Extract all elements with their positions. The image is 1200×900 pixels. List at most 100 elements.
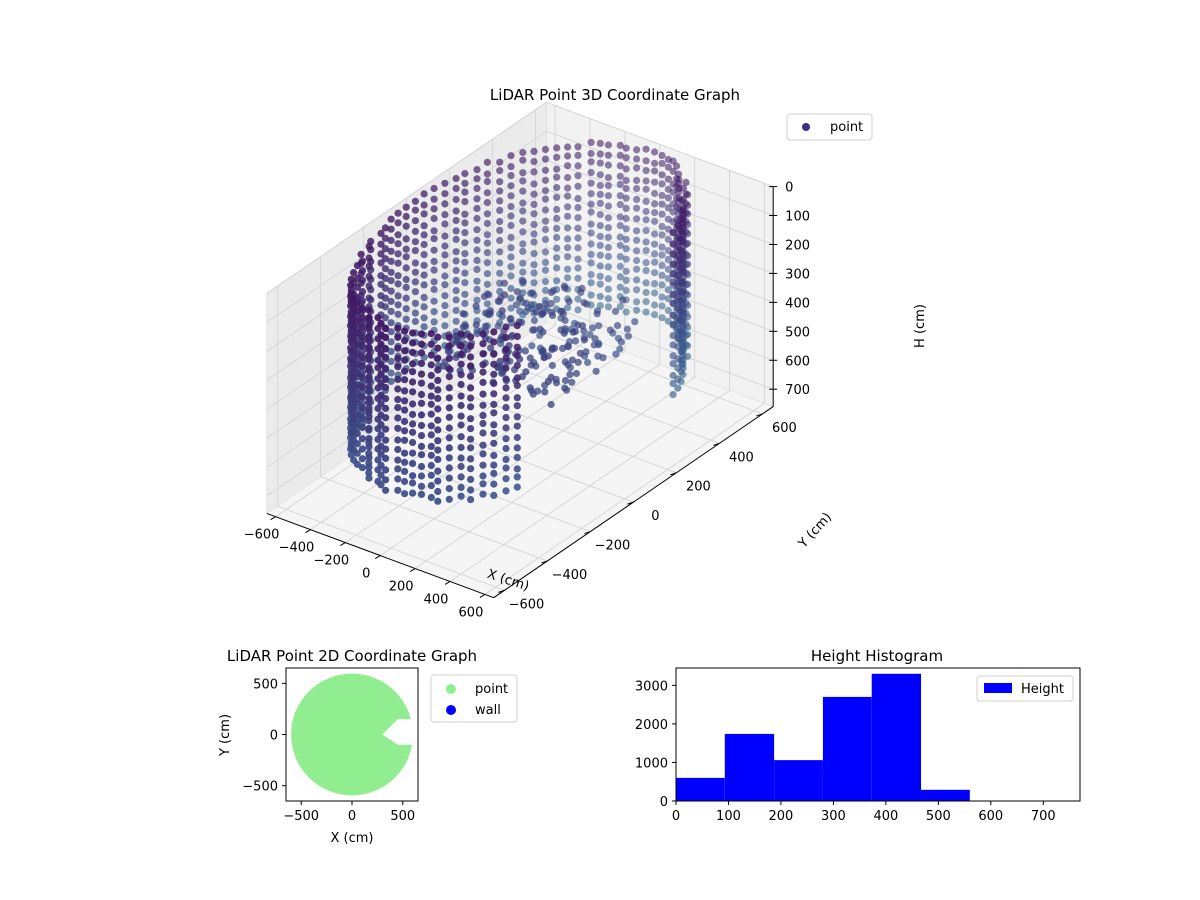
point-3d: [434, 366, 442, 374]
point-3d: [642, 308, 650, 316]
point-3d: [417, 379, 426, 387]
point-3d: [502, 364, 510, 372]
point-3d: [457, 433, 465, 441]
point-3d: [541, 145, 550, 153]
chart-3d-axes: −600−400−2000200400600−600−400−200020040…: [244, 181, 810, 621]
point-3d: [612, 350, 620, 358]
point-3d: [365, 413, 373, 421]
point-3d: [622, 276, 630, 284]
point-3d: [427, 422, 435, 430]
point-3d: [350, 374, 358, 382]
point-3d: [365, 383, 373, 391]
point-3d: [473, 195, 481, 203]
histogram-title: Height Histogram: [811, 647, 943, 665]
point-3d: [574, 274, 582, 282]
point-3d: [473, 184, 481, 192]
point-3d: [596, 292, 604, 301]
point-3d: [616, 303, 624, 311]
point-3d: [377, 259, 385, 267]
point-3d: [479, 340, 487, 348]
point-3d: [633, 146, 641, 154]
point-3d: [642, 207, 650, 216]
point-3d: [574, 214, 582, 222]
point-3d: [441, 322, 449, 330]
point-3d: [420, 314, 428, 322]
legend-point-label: point: [830, 120, 863, 135]
point-3d: [633, 236, 641, 244]
point-3d: [457, 473, 465, 481]
point-3d: [365, 254, 373, 262]
point-3d: [502, 394, 510, 402]
point-3d: [593, 310, 601, 318]
point-3d: [595, 322, 603, 330]
point-3d: [452, 287, 460, 295]
point-3d: [394, 310, 402, 318]
point-3d: [616, 141, 624, 149]
point-3d: [541, 258, 550, 266]
point-3d: [409, 489, 417, 497]
point-3d: [479, 401, 487, 409]
point-3d: [658, 271, 666, 279]
point-3d: [445, 413, 453, 421]
point-3d: [541, 187, 550, 195]
point-3d: [358, 288, 367, 296]
tick-label-x-hist: 600: [978, 809, 1003, 824]
point-3d: [642, 259, 650, 267]
point-3d: [507, 284, 515, 293]
point-3d: [658, 261, 666, 270]
point-3d: [467, 455, 475, 463]
point-3d: [616, 162, 624, 170]
point-3d: [490, 370, 498, 378]
chart-2d-plot: −500 0 500 −500 0 500: [242, 667, 419, 824]
point-3d: [669, 320, 677, 329]
point-3d: [512, 301, 521, 309]
point-3d: [409, 400, 417, 408]
point-3d: [519, 228, 527, 236]
point-3d: [382, 486, 390, 494]
point-3d: [409, 449, 417, 457]
point-3d: [417, 349, 426, 357]
point-3d: [530, 210, 538, 218]
point-3d: [513, 322, 521, 330]
point-3d: [430, 195, 438, 203]
point-3d: [457, 401, 465, 410]
point-3d: [496, 206, 504, 214]
point-3d: [377, 250, 385, 258]
point-3d: [401, 367, 409, 375]
point-3d: [483, 259, 491, 267]
point-3d: [547, 299, 555, 308]
point-3d: [417, 462, 426, 471]
point-3d: [394, 375, 402, 383]
point-3d: [402, 235, 410, 243]
point-3d: [353, 430, 361, 438]
point-3d: [571, 337, 580, 345]
point-3d: [574, 264, 582, 272]
legend-wall-label: wall: [475, 703, 501, 718]
point-3d: [587, 190, 595, 198]
point-3d: [538, 309, 547, 317]
point-3d: [513, 473, 521, 481]
point-3d: [358, 374, 366, 382]
point-3d: [467, 435, 475, 443]
point-3d: [387, 347, 395, 355]
point-3d: [377, 431, 385, 439]
point-3d: [574, 151, 582, 159]
point-3d: [642, 145, 650, 153]
point-3d: [350, 404, 358, 412]
point-3d: [409, 388, 417, 396]
point-3d: [382, 454, 390, 462]
point-3d: [679, 203, 687, 211]
point-3d: [411, 259, 419, 267]
point-3d: [394, 240, 402, 248]
point-3d: [651, 269, 659, 277]
point-3d: [430, 257, 438, 265]
point-3d: [623, 325, 632, 333]
point-3d: [519, 217, 527, 225]
point-3d: [564, 152, 572, 160]
tick-label-x-2d: −500: [283, 809, 319, 824]
point-3d: [651, 258, 659, 266]
point-3d: [365, 294, 373, 302]
point-3d: [651, 289, 659, 297]
chart-3d-points: [347, 138, 692, 505]
point-3d: [658, 314, 666, 322]
